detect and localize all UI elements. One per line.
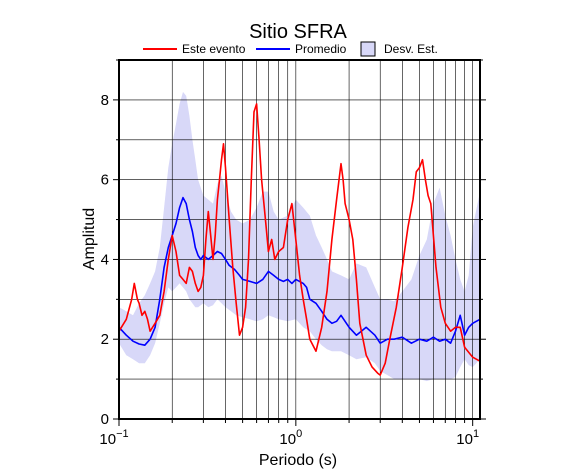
y-tick-label: 4 bbox=[101, 251, 109, 268]
y-axis-label: Amplitud bbox=[81, 208, 98, 270]
x-axis-label: Periodo (s) bbox=[259, 452, 337, 469]
legend: Este evento Promedio Desv. Est. bbox=[143, 41, 438, 57]
legend-swatch-band bbox=[360, 41, 376, 57]
y-tick-label: 8 bbox=[101, 92, 109, 109]
y-tick-labels: 0 2 4 6 8 bbox=[101, 92, 109, 428]
y-tick-label: 6 bbox=[101, 172, 109, 189]
ticks bbox=[113, 59, 486, 426]
chart-title: Sitio SFRA bbox=[249, 21, 347, 43]
legend-label-band: Desv. Est. bbox=[384, 42, 438, 56]
series-line-este-evento bbox=[118, 103, 481, 376]
series-line-promedio bbox=[118, 196, 481, 347]
y-tick-label: 2 bbox=[101, 331, 109, 348]
legend-label-mean: Promedio bbox=[295, 42, 347, 56]
std-dev-band-layer bbox=[119, 91, 480, 382]
y-tick-label: 0 bbox=[101, 411, 109, 428]
plot-frame bbox=[118, 59, 481, 420]
grid bbox=[118, 60, 480, 419]
x-tick-label: 100 bbox=[279, 428, 302, 448]
legend-label-event: Este evento bbox=[182, 42, 246, 56]
x-tick-label: 10−1 bbox=[99, 428, 128, 448]
x-tick-label: 101 bbox=[456, 428, 479, 448]
x-tick-labels: 10−1 100 101 bbox=[99, 428, 479, 448]
series-layer bbox=[118, 103, 481, 376]
std-dev-band bbox=[119, 91, 480, 382]
